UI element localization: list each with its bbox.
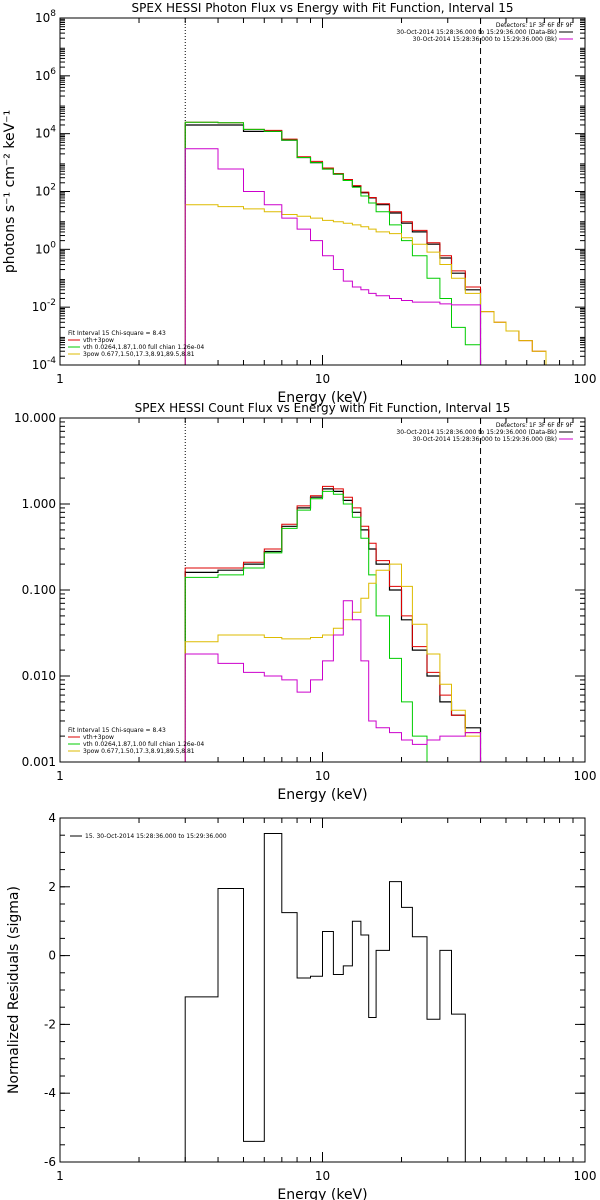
y-tick-label: 0 (48, 949, 56, 963)
x-tick-label: 10 (315, 372, 330, 386)
legend-fit-header: Fit Interval 15 Chi-square = 8.43 (68, 330, 166, 337)
legend-entry-label: vth+3pow (83, 734, 114, 741)
legend-entry-label: 15. 30-Oct-2014 15:28:36.000 to 15:29:36… (85, 833, 227, 840)
x-tick-label: 10 (315, 1169, 330, 1183)
y-tick-label: 10.000 (14, 411, 56, 425)
x-tick-label: 1 (56, 372, 64, 386)
y-tick-label: 0.100 (22, 583, 56, 597)
series-vth-3pow (184, 121, 560, 366)
legend-entry-label: 30-Oct-2014 15:28:36.000 to 15:29:36.000… (396, 429, 557, 436)
y-tick-label: 10-2 (32, 298, 56, 314)
x-tick-label: 100 (574, 372, 597, 386)
y-tick-label: -6 (44, 1155, 56, 1169)
series-bk (184, 600, 481, 762)
y-tick-label: 100 (35, 240, 56, 256)
series-3pow (184, 204, 560, 366)
chart-title: SPEX HESSI Photon Flux vs Energy with Fi… (132, 1, 514, 15)
y-tick-label: 4 (48, 811, 56, 825)
legend-entry-label: 30-Oct-2014 15:28:36.000 to 15:29:36.000… (413, 436, 557, 443)
series-data-bk (184, 488, 482, 762)
chart-3: Energy (keV) Normalized Residuals (sigma)… (6, 811, 596, 1200)
series-residuals (184, 833, 466, 1162)
legend-entry-label: 3pow 0.677,1.50,17.3,8.91,89.5,8.81 (83, 351, 195, 358)
x-axis-label: Energy (keV) (277, 390, 367, 406)
legend-entry-label: 30-Oct-2014 15:28:36.000 to 15:29:36.000… (413, 36, 557, 43)
plot-frame (59, 817, 586, 1163)
y-tick-label: -4 (44, 1086, 56, 1100)
y-tick-label: 108 (35, 9, 56, 25)
y-tick-label: 10-4 (32, 356, 57, 372)
legend-header: Detectors: 1F 3F 6F 8F 9F (496, 22, 574, 29)
y-tick-label: 104 (35, 125, 56, 141)
y-axis-label: photons s⁻¹ cm⁻² keV⁻¹ (2, 110, 18, 273)
chart-1: SPEX HESSI Photon Flux vs Energy with Fi… (2, 1, 596, 406)
y-tick-label: 106 (35, 67, 56, 83)
legend-fit-header: Fit Interval 15 Chi-square = 8.43 (68, 727, 166, 734)
y-tick-label: 0.010 (22, 669, 56, 683)
x-axis-label: Energy (keV) (277, 1187, 367, 1200)
y-tick-label: -2 (44, 1017, 56, 1031)
legend-header: Detectors: 1F 3F 6F 8F 9F (496, 422, 574, 429)
y-tick-label: 0.001 (22, 755, 56, 769)
legend-entry-label: vth+3pow (83, 337, 114, 344)
series-vth (184, 121, 494, 366)
x-tick-label: 10 (315, 769, 330, 783)
y-tick-label: 2 (48, 880, 56, 894)
series-vth (184, 490, 481, 763)
series-data-bk (184, 124, 482, 365)
chart-title: SPEX HESSI Count Flux vs Energy with Fit… (135, 401, 511, 415)
plot-frame (59, 17, 586, 366)
legend-entry-label: vth 0.0264,1.87,1.00 full chian 1.26e-04 (83, 344, 204, 351)
series-bk (184, 148, 481, 365)
x-tick-label: 100 (574, 1169, 597, 1183)
x-tick-label: 100 (574, 769, 597, 783)
x-axis-label: Energy (keV) (277, 787, 367, 803)
series-vth-3pow (184, 485, 481, 762)
legend-entry-label: 3pow 0.677,1.50,17.3,8.91,89.5,8.81 (83, 748, 195, 755)
series-3pow (184, 563, 481, 762)
y-axis-label: Normalized Residuals (sigma) (6, 886, 22, 1094)
legend-entry-label: 30-Oct-2014 15:28:36.000 to 15:29:36.000… (396, 29, 557, 36)
x-tick-label: 1 (56, 1169, 64, 1183)
y-tick-label: 1.000 (22, 497, 56, 511)
plot-frame (59, 417, 586, 763)
chart-2: SPEX HESSI Count Flux vs Energy with Fit… (14, 401, 596, 803)
legend-entry-label: vth 0.0264,1.87,1.00 full chian 1.26e-04 (83, 741, 204, 748)
y-tick-label: 102 (35, 183, 56, 199)
x-tick-label: 1 (56, 769, 64, 783)
